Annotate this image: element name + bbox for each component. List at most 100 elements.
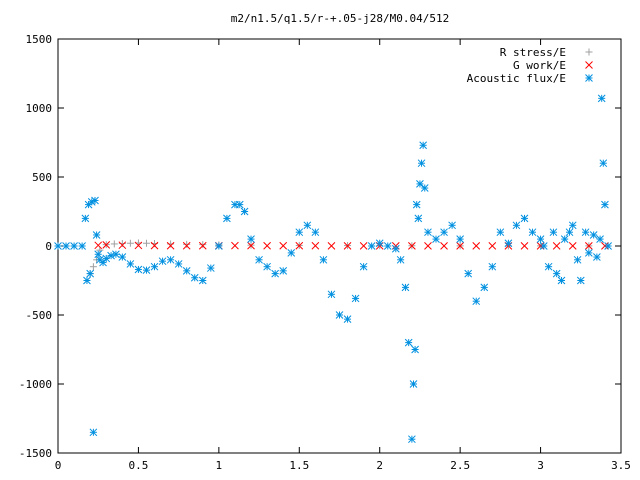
data-point [279,241,288,250]
data-point [118,241,127,250]
data-point [311,241,320,250]
axes: 0 0.5 1 1.5 2 2.5 3 3.5 -1500 -1000 -500 0 500 1000 15… [19,33,631,472]
data-point [54,242,62,250]
data-point [134,265,143,274]
data-point [549,228,558,237]
data-point [520,242,529,250]
data-point [166,255,175,264]
data-point [596,235,604,243]
data-point [247,241,255,250]
data-point [263,262,271,271]
x-tick-label: 0 [55,459,62,472]
y-tick-label: -1500 [19,447,52,460]
data-point [408,242,416,250]
data-point [448,221,456,230]
data-point [552,242,561,250]
data-point [126,260,135,268]
plot-frame [57,38,622,454]
data-point [496,228,505,237]
data-point [456,235,464,243]
data-point [576,276,585,285]
data-point [601,200,609,209]
data-point [584,249,593,257]
data-point [552,269,561,278]
data-point [412,200,421,209]
data-point [327,290,336,299]
data-point [351,294,360,303]
data-point [134,241,143,250]
data-point [536,235,545,243]
data-point [520,214,529,223]
data-point [235,200,244,209]
legend-label: G work/E [513,59,566,72]
data-point [199,241,207,249]
series-cross [94,241,609,250]
data-point [568,221,577,230]
data-point [118,240,126,248]
data-point [198,276,207,285]
x-tick-label: 0.5 [128,459,148,472]
data-point [142,239,150,247]
data-point [391,244,400,253]
legend-marker [585,74,593,82]
data-point [440,242,448,250]
data-point [419,141,427,150]
data-point [359,242,368,250]
data-point [557,276,566,285]
data-point [432,235,440,243]
legend-marker [585,48,593,56]
y-tick-label: 1500 [26,33,53,46]
data-point [408,435,416,444]
data-point [255,255,263,264]
data-point [401,283,410,292]
data-point [271,269,280,278]
data-point [126,239,134,247]
data-point [417,159,426,168]
data-point [223,214,231,223]
data-point [158,257,167,266]
data-point [359,262,368,271]
data-point [83,276,91,285]
x-tick-label: 2.5 [450,459,470,472]
data-point [539,242,548,250]
data-point [81,214,90,223]
data-point [424,228,432,237]
data-point [166,241,175,250]
data-point [560,235,569,243]
data-point [89,263,97,271]
data-point [335,311,344,319]
y-tick-label: 0 [45,240,52,253]
data-point [240,207,249,216]
data-point [409,380,418,388]
data-point [480,283,489,292]
data-point [118,253,127,261]
data-point [182,266,191,275]
data-point [367,242,376,250]
data-point [92,231,101,239]
data-point [464,269,473,278]
data-point [488,242,497,250]
data-point [343,315,352,323]
x-tick-label: 3 [537,459,544,472]
data-point [319,255,328,264]
x-tick-label: 3.5 [611,459,631,472]
data-point [182,241,191,250]
data-point [573,255,582,264]
x-tick-label: 1 [216,459,223,472]
data-point [206,264,215,272]
data-point [150,262,159,271]
data-point [150,241,159,250]
data-point [86,269,95,278]
data-point [295,228,304,237]
data-point [581,228,590,237]
x-tick-label: 2 [376,459,383,472]
data-point [142,266,151,275]
data-point [440,228,448,237]
data-point [279,266,288,275]
data-point [78,242,86,250]
data-point [247,235,255,243]
data-point [311,228,320,237]
